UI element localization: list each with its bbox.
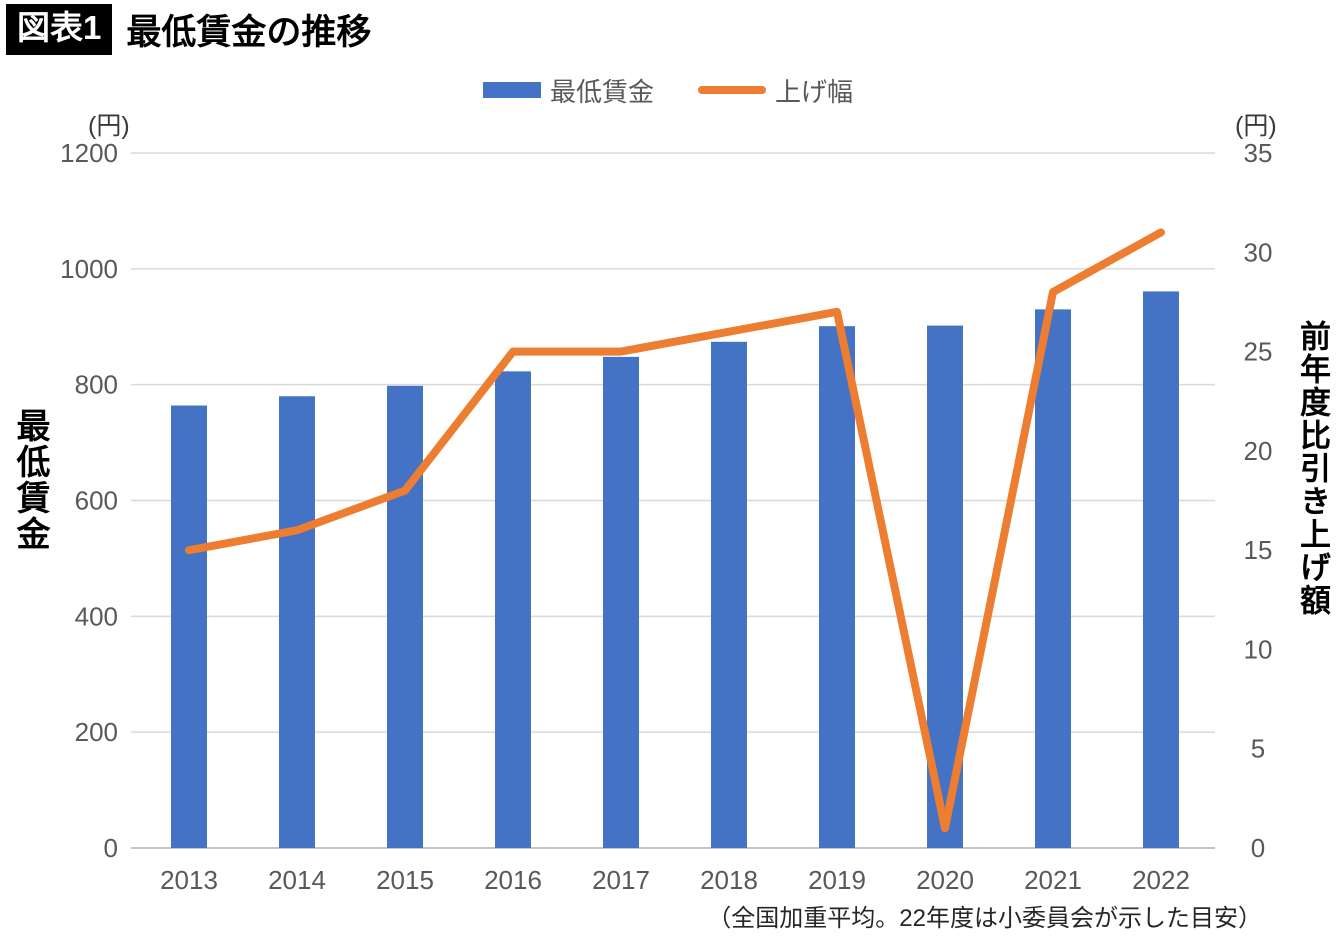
x-tick-label: 2017 [592, 865, 650, 895]
figure-header: 図表1 最低賃金の推移 [6, 4, 372, 56]
right-tick-label: 30 [1244, 237, 1273, 267]
x-tick-label: 2013 [160, 865, 218, 895]
right-tick-label: 5 [1251, 734, 1265, 764]
x-tick-label: 2022 [1132, 865, 1190, 895]
right-tick-label: 25 [1244, 337, 1273, 367]
bar-2017 [603, 356, 639, 848]
left-axis-title: 最低賃金 [11, 408, 49, 552]
bar-2015 [387, 385, 423, 848]
left-tick-label: 0 [104, 833, 118, 863]
bar-2016 [495, 371, 531, 848]
x-tick-label: 2015 [376, 865, 434, 895]
legend-label-increase: 上げ幅 [775, 76, 854, 107]
left-axis-unit: (円) [88, 112, 130, 140]
right-tick-label: 0 [1251, 833, 1265, 863]
left-tick-label: 800 [75, 370, 118, 400]
legend-bar-swatch [483, 82, 541, 98]
bar-2014 [279, 396, 315, 848]
footnote: （全国加重平均。22年度は小委員会が示した目安） [707, 905, 1262, 932]
chart-title: 最低賃金の推移 [126, 13, 372, 53]
left-tick-label: 600 [75, 486, 118, 516]
left-tick-label: 200 [75, 717, 118, 747]
figure-tag: 図表1 [6, 4, 113, 56]
bar-2013 [171, 405, 207, 848]
x-tick-label: 2018 [700, 865, 758, 895]
x-tick-label: 2014 [268, 865, 326, 895]
right-tick-label: 20 [1244, 436, 1273, 466]
right-tick-label: 10 [1244, 634, 1273, 664]
x-tick-label: 2016 [484, 865, 542, 895]
left-tick-label: 400 [75, 601, 118, 631]
legend-label-minimum-wage: 最低賃金 [550, 76, 655, 107]
increase-trend-line [185, 228, 1165, 833]
legend: 最低賃金 上げ幅 [483, 72, 853, 108]
right-axis-unit: (円) [1235, 112, 1277, 140]
x-tick-label: 2020 [916, 865, 974, 895]
legend-line-swatch [698, 86, 767, 94]
bar-2018 [711, 341, 747, 848]
left-tick-label: 1000 [60, 254, 118, 284]
right-axis-title: 前年度比引き上げ額 [1295, 320, 1330, 617]
x-tick-label: 2019 [808, 865, 866, 895]
bar-2022 [1143, 291, 1179, 848]
bar-2019 [819, 326, 855, 848]
left-tick-label: 1200 [60, 138, 118, 168]
right-tick-label: 15 [1244, 535, 1273, 565]
bar-2021 [1035, 309, 1071, 848]
right-tick-label: 35 [1244, 138, 1273, 168]
x-tick-label: 2021 [1024, 865, 1082, 895]
